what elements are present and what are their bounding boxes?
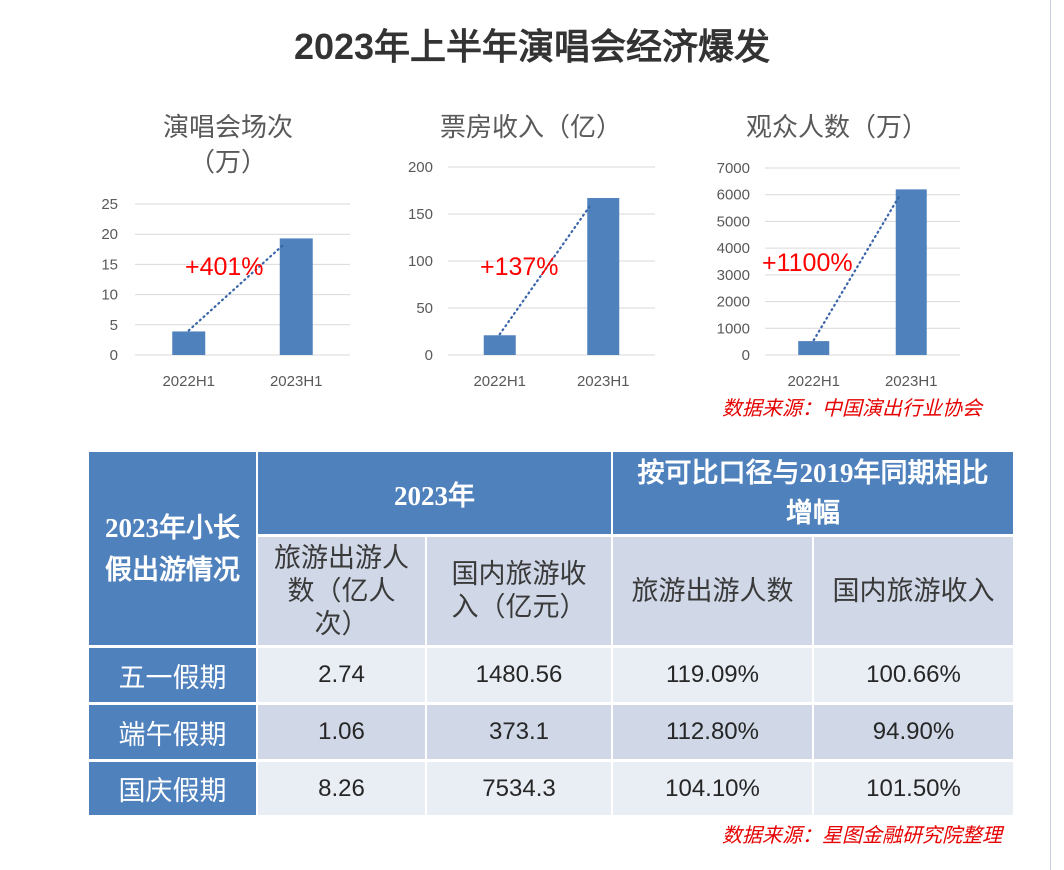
table-cell: 94.90% xyxy=(814,705,1013,759)
chart-3-growth-annotation: +1100% xyxy=(762,249,853,277)
chart-2-ytick-label: 200 xyxy=(408,159,433,176)
chart-3-bar-2023h1 xyxy=(895,189,927,355)
chart-2-ytick-label: 150 xyxy=(408,206,433,223)
chart-3-ytick-label: 5000 xyxy=(717,213,750,230)
chart-3-growth-dotted-line xyxy=(812,194,901,342)
table-group-header-vs-2019: 按可比口径与2019年同期相比增幅 xyxy=(613,452,1013,534)
chart-2-category-label: 2023H1 xyxy=(577,373,630,390)
chart-1-title: 演唱会场次（万） xyxy=(162,113,293,177)
table-subheader-revenue-growth: 国内旅游收入 xyxy=(814,537,1013,645)
chart-1-ytick-label: 10 xyxy=(101,287,118,304)
chart-2-bar-2022h1 xyxy=(483,335,516,355)
bar-charts-canvas: 0 5 10 15 20 25 2022H1 2023H1 +401% 0 50 100 150 200 2… xyxy=(101,159,960,390)
chart-3-ytick-label: 4000 xyxy=(717,240,750,257)
chart-3-ytick-label: 0 xyxy=(742,347,750,364)
chart-data-source: 数据来源：中国演出行业协会 xyxy=(722,398,982,420)
table-group-header-vs-2019-text: 按可比口径与2019年同期相比增幅 xyxy=(637,458,989,528)
chart-2-bar-2023h1 xyxy=(587,198,620,355)
chart-3-ytick-label: 1000 xyxy=(717,320,750,337)
chart-3-ytick-label: 2000 xyxy=(717,294,750,311)
chart-1-ytick-label: 0 xyxy=(110,347,118,364)
chart-2-category-label: 2022H1 xyxy=(473,373,526,390)
chart-2-ytick-label: 100 xyxy=(408,253,433,270)
table-cell: 373.1 xyxy=(427,705,611,759)
chart-3-category-label: 2023H1 xyxy=(885,373,938,390)
table-data-source: 数据来源：星图金融研究院整理 xyxy=(722,825,1002,847)
table-subheader-text: 旅游出游人数 xyxy=(631,575,794,606)
table-row-label: 端午假期 xyxy=(89,705,256,759)
table-cell: 104.10% xyxy=(613,762,812,815)
chart-2-ytick-label: 50 xyxy=(416,300,433,317)
table-subheader-visitors-growth: 旅游出游人数 xyxy=(613,537,812,645)
chart-1-ytick-label: 20 xyxy=(101,226,118,243)
holiday-travel-table: 2023年小长假出游情况 2023年 按可比口径与2019年同期相比增幅 旅游出… xyxy=(89,452,1013,815)
table-cell: 100.66% xyxy=(814,648,1013,702)
chart-3-title: 观众人数（万） xyxy=(745,113,928,142)
table-cell: 101.50% xyxy=(814,762,1013,815)
chart-1-category-label: 2022H1 xyxy=(162,373,215,390)
right-edge-divider xyxy=(1050,0,1051,870)
table-row-label: 国庆假期 xyxy=(89,762,256,815)
table-cell: 119.09% xyxy=(613,648,812,702)
chart-3-ytick-label: 7000 xyxy=(717,160,750,177)
chart-2-growth-annotation: +137% xyxy=(480,253,559,281)
chart-1-bar-2023h1 xyxy=(279,238,313,355)
table-row-label: 五一假期 xyxy=(89,648,256,702)
chart-2-ytick-label: 0 xyxy=(425,347,433,364)
chart-2-title: 票房收入（亿） xyxy=(439,113,622,142)
chart-3-category-label: 2022H1 xyxy=(787,373,840,390)
chart-1-growth-dotted-line xyxy=(187,243,285,332)
chart-1-category-label: 2023H1 xyxy=(270,373,323,390)
table-subheader-text: 国内旅游收入 xyxy=(832,575,995,606)
chart-1-growth-annotation: +401% xyxy=(185,253,264,281)
table-cell: 7534.3 xyxy=(427,762,611,815)
table-cell: 8.26 xyxy=(258,762,425,815)
table-corner-header: 2023年小长假出游情况 xyxy=(89,452,256,645)
chart-1-ytick-label: 25 xyxy=(101,196,118,213)
table-corner-header-text: 2023年小长假出游情况 xyxy=(105,512,240,585)
chart-2-growth-dotted-line xyxy=(498,202,593,336)
chart-1-ytick-label: 5 xyxy=(110,317,118,334)
table-subheader-text: 旅游出游人数（亿人次） xyxy=(274,542,409,639)
chart-1-bar-2022h1 xyxy=(172,331,206,355)
chart-3-ytick-label: 6000 xyxy=(717,187,750,204)
table-subheader-revenue-2023: 国内旅游收入（亿元） xyxy=(427,537,611,645)
table-cell: 2.74 xyxy=(258,648,425,702)
chart-1-ytick-label: 15 xyxy=(101,256,118,273)
chart-3-bar-2022h1 xyxy=(798,341,830,355)
chart-1: 0 5 10 15 20 25 2022H1 2023H1 +401% xyxy=(101,196,350,390)
table-group-header-2023: 2023年 xyxy=(258,452,611,534)
chart-3: 0 1000 2000 3000 4000 5000 6000 7000 2022H1 2023H… xyxy=(717,160,960,390)
table-cell: 1480.56 xyxy=(427,648,611,702)
table-subheader-text: 国内旅游收入（亿元） xyxy=(451,559,587,622)
table-cell: 112.80% xyxy=(613,705,812,759)
table-subheader-visitors-2023: 旅游出游人数（亿人次） xyxy=(258,537,425,645)
chart-3-ytick-label: 3000 xyxy=(717,267,750,284)
table-cell: 1.06 xyxy=(258,705,425,759)
chart-2: 0 50 100 150 200 2022H1 2023H1 +137% xyxy=(408,159,655,390)
page-title: 2023年上半年演唱会经济爆发 xyxy=(293,26,771,67)
table-group-header-2023-text: 2023年 xyxy=(394,480,475,511)
